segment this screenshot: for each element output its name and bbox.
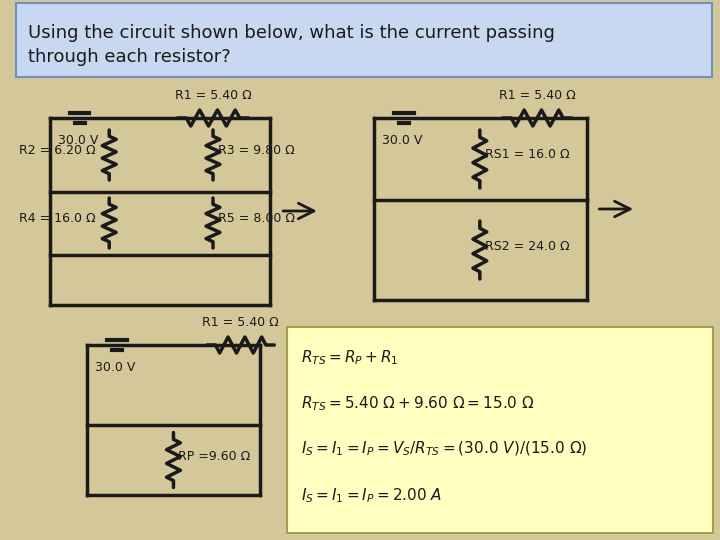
Text: R2 = 6.20 Ω: R2 = 6.20 Ω — [19, 145, 95, 158]
Text: RP =9.60 Ω: RP =9.60 Ω — [179, 449, 251, 462]
Text: RS1 = 16.0 Ω: RS1 = 16.0 Ω — [485, 148, 570, 161]
Text: R1 = 5.40 Ω: R1 = 5.40 Ω — [202, 316, 279, 329]
FancyBboxPatch shape — [17, 3, 712, 77]
Text: through each resistor?: through each resistor? — [28, 48, 231, 66]
Text: R1 = 5.40 Ω: R1 = 5.40 Ω — [175, 89, 251, 102]
FancyBboxPatch shape — [287, 327, 713, 533]
Text: 30.0 V: 30.0 V — [58, 134, 98, 147]
Text: $R_{TS} = 5.40\ \Omega + 9.60\ \Omega = 15.0\ \Omega$: $R_{TS} = 5.40\ \Omega + 9.60\ \Omega = … — [301, 394, 535, 413]
Text: R3 = 9.80 Ω: R3 = 9.80 Ω — [218, 145, 294, 158]
Text: Using the circuit shown below, what is the current passing: Using the circuit shown below, what is t… — [28, 24, 555, 42]
Text: 30.0 V: 30.0 V — [95, 361, 136, 374]
Text: RS2 = 24.0 Ω: RS2 = 24.0 Ω — [485, 240, 570, 253]
Text: R1 = 5.40 Ω: R1 = 5.40 Ω — [499, 89, 575, 102]
Text: R4 = 16.0 Ω: R4 = 16.0 Ω — [19, 213, 95, 226]
Text: $I_S = I_1 = I_P = 2.00\ A$: $I_S = I_1 = I_P = 2.00\ A$ — [301, 486, 442, 505]
Text: $I_S = I_1 = I_P = V_S/R_{TS} = (30.0\ V)/(15.0\ \Omega)$: $I_S = I_1 = I_P = V_S/R_{TS} = (30.0\ V… — [301, 440, 588, 458]
Text: $R_{TS} = R_P + R_1$: $R_{TS} = R_P + R_1$ — [301, 348, 399, 367]
Text: R5 = 8.00 Ω: R5 = 8.00 Ω — [218, 213, 295, 226]
Text: 30.0 V: 30.0 V — [382, 134, 423, 147]
